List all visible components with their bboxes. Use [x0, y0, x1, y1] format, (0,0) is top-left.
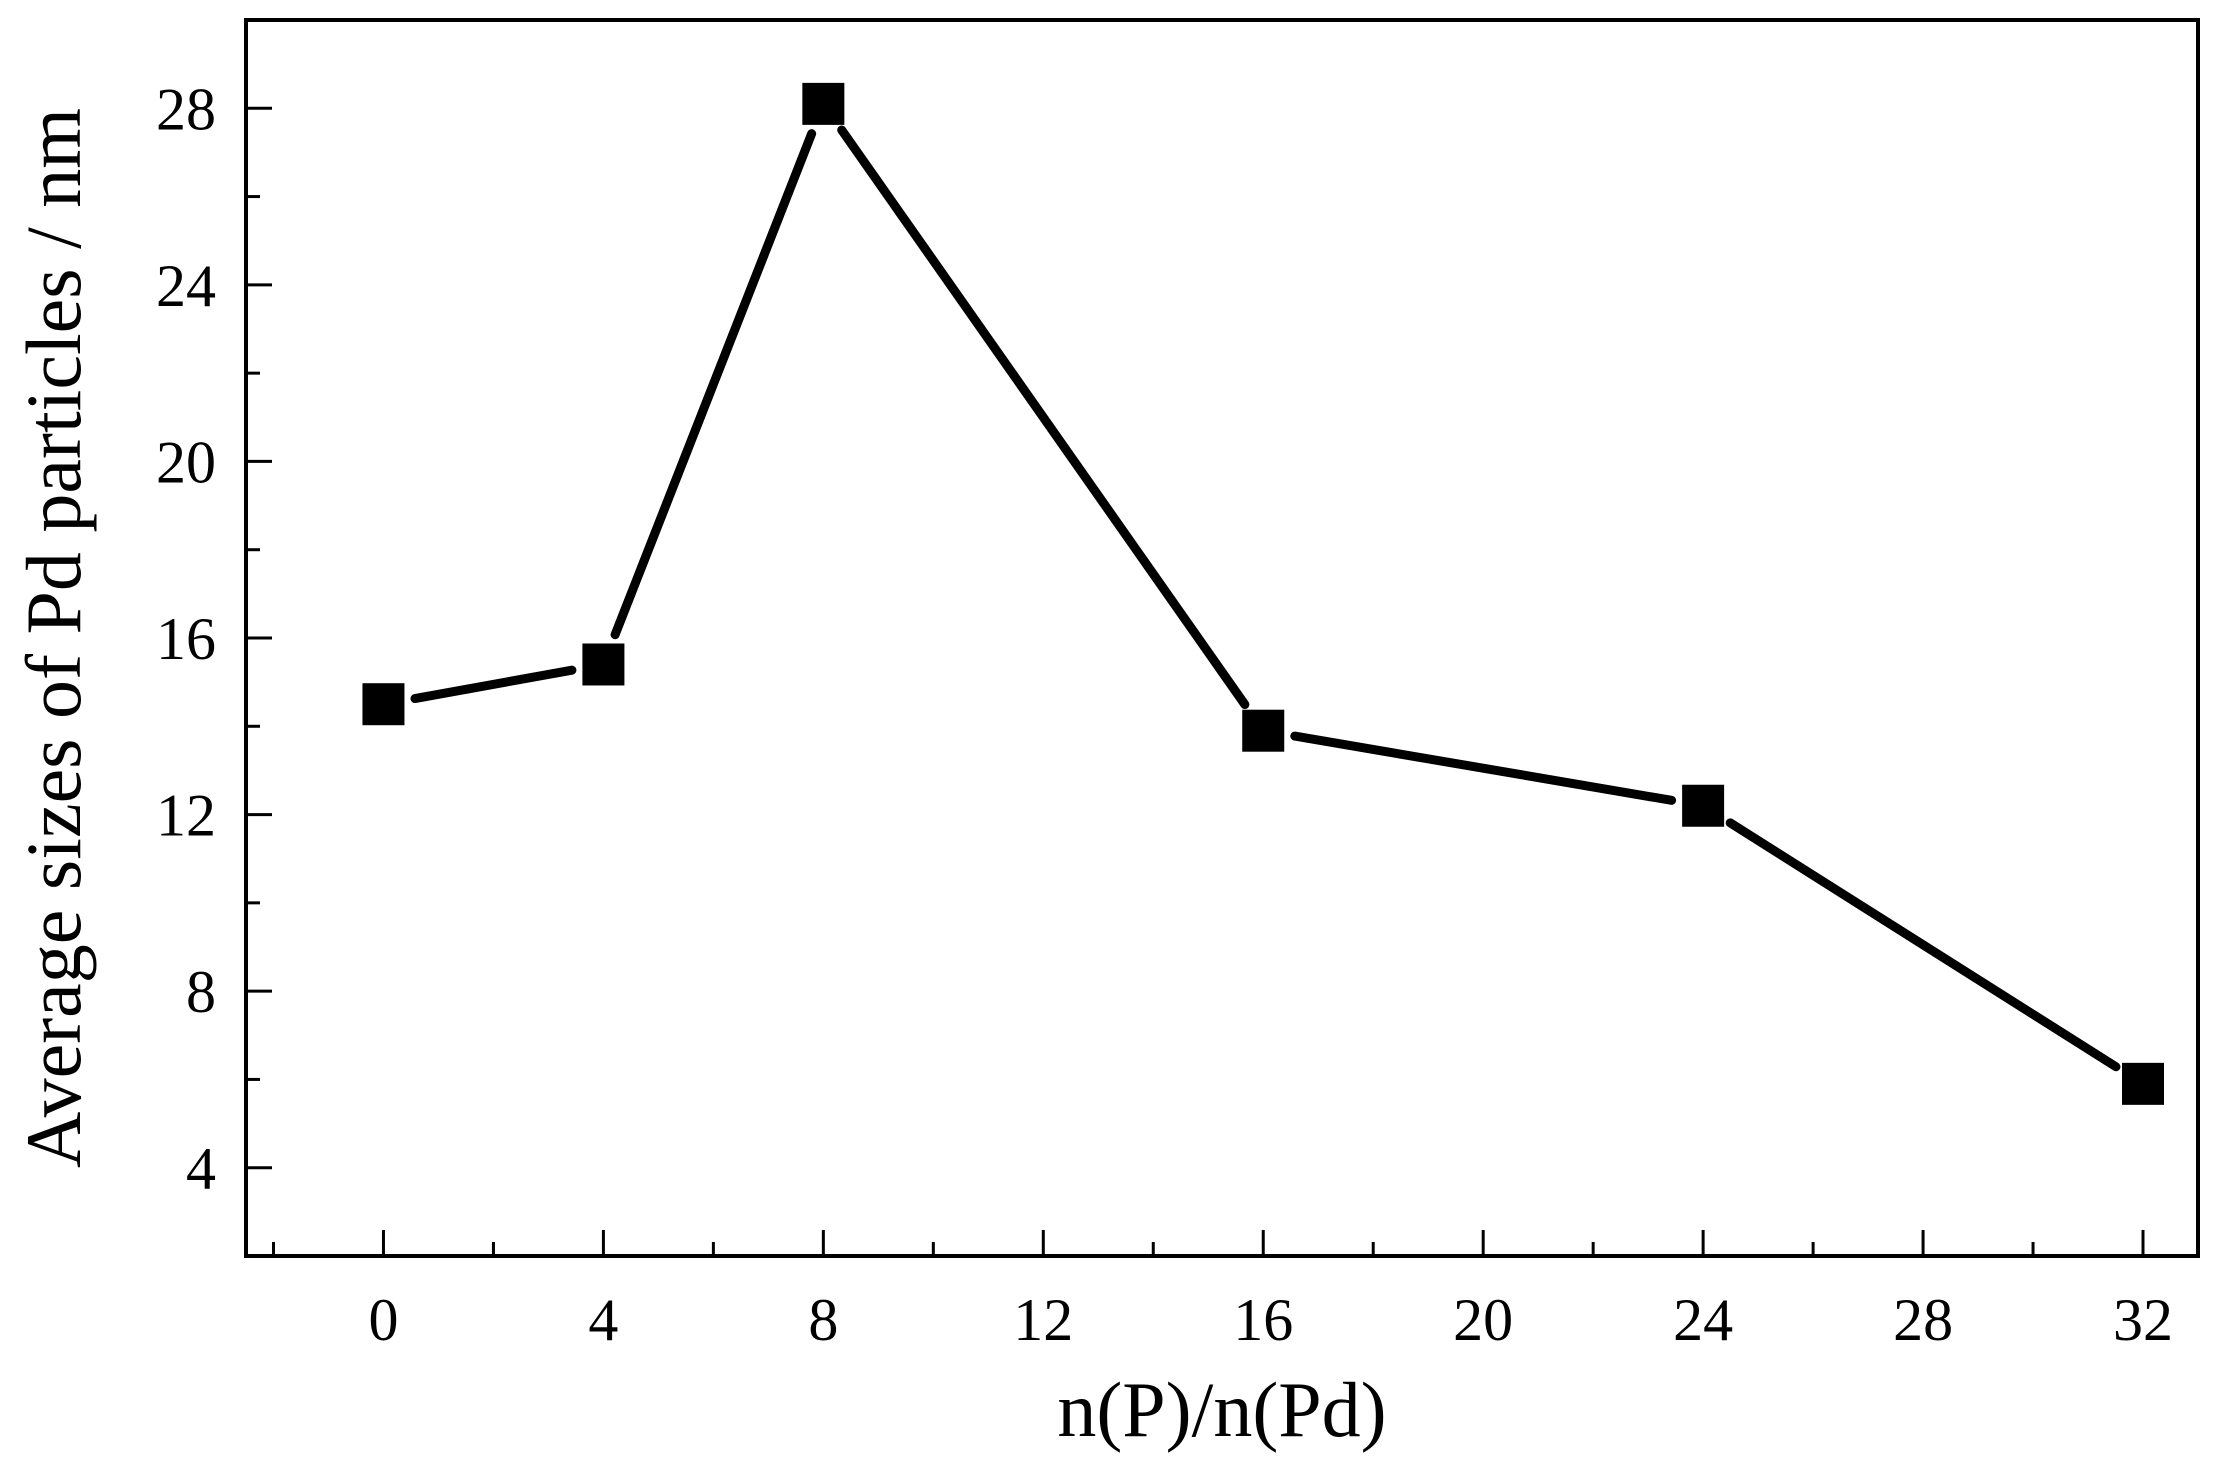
data-series: [362, 82, 2165, 1105]
axis-ticks: [246, 106, 2145, 1256]
data-point-marker: [1682, 784, 1725, 827]
tick-labels: 0 4 8 12 16 20 24 28 32 4 8 12 16 20 24 28: [156, 76, 2173, 1353]
y-tick-label: 12: [156, 783, 216, 849]
series-line-segment: [1290, 731, 1677, 805]
x-tick-label: 32: [2113, 1287, 2173, 1353]
y-axis-title: Average sizes of Pd particles / nm: [10, 108, 97, 1168]
y-tick-label: 28: [156, 76, 216, 142]
x-tick-label: 8: [808, 1287, 838, 1353]
data-point-marker: [1242, 709, 1285, 752]
series-line-segment: [610, 129, 817, 640]
series-line-segment: [837, 125, 1250, 710]
y-tick-label: 4: [186, 1136, 216, 1202]
data-point-marker: [802, 82, 845, 125]
y-tick-label: 8: [186, 959, 216, 1025]
data-point-marker: [362, 683, 405, 726]
x-tick-label: 16: [1233, 1287, 1293, 1353]
data-point-marker: [2122, 1062, 2165, 1105]
x-tick-label: 20: [1453, 1287, 1513, 1353]
x-tick-label: 0: [368, 1287, 398, 1353]
x-tick-label: 4: [588, 1287, 618, 1353]
x-tick-label: 28: [1893, 1287, 1953, 1353]
x-tick-label: 12: [1013, 1287, 1073, 1353]
y-tick-label: 20: [156, 429, 216, 495]
plot-frame: [244, 18, 2200, 1258]
x-axis-title: n(P)/n(Pd): [1057, 1366, 1386, 1453]
y-tick-label: 24: [156, 253, 216, 319]
y-tick-label: 16: [156, 606, 216, 672]
series-line-segment: [410, 665, 577, 704]
x-tick-label: 24: [1673, 1287, 1733, 1353]
series-line-segment: [1725, 818, 2121, 1072]
data-point-marker: [582, 643, 625, 686]
